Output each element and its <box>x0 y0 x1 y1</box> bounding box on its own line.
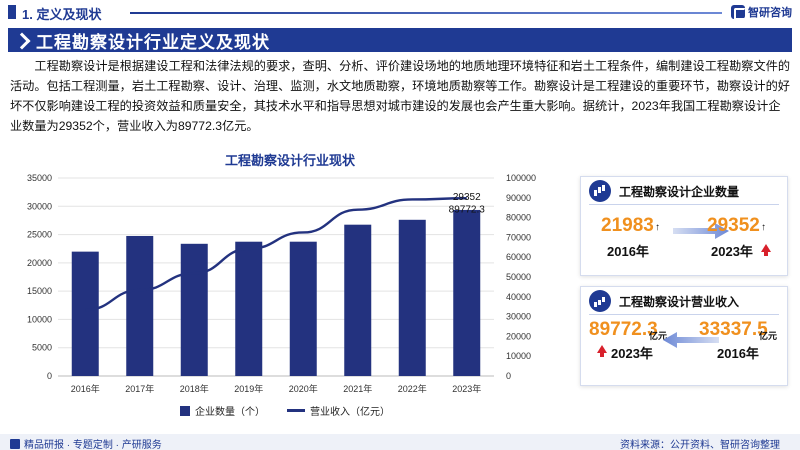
footer-left-text: 精品研报 · 专题定制 · 产研服务 <box>24 440 162 450</box>
section-title: 1. 定义及现状 <box>22 7 102 22</box>
line-data-label: 89772.3 <box>449 204 486 215</box>
section-accent <box>8 5 16 19</box>
up-arrow-icon: ↑ <box>655 222 660 233</box>
y-right-tick-label: 40000 <box>506 292 531 302</box>
revenue-earlier-year: 2016年 <box>717 346 759 361</box>
card-title: 工程勘察设计企业数量 <box>619 184 740 199</box>
y-right-tick-label: 50000 <box>506 272 531 282</box>
bar <box>453 209 481 376</box>
intro-paragraph: 工程勘察设计是根据建设工程和法律法规的要求，查明、分析、评价建设场地的地质地理环… <box>10 59 791 133</box>
card-divider <box>589 204 779 205</box>
left-arrow-icon <box>663 332 719 348</box>
logo-text: 智研咨询 <box>748 7 792 19</box>
y-right-tick-label: 30000 <box>506 312 531 322</box>
enterprise-count-card: 工程勘察设计企业数量 21983 ↑ 2016年 29352 ↑ 2023年 <box>580 176 788 276</box>
y-left-tick-label: 30000 <box>27 201 52 211</box>
revenue-earlier-unit: 亿元 <box>759 331 778 341</box>
bar <box>126 235 154 376</box>
bar-chart-icon <box>589 290 611 312</box>
report-icon <box>10 438 20 449</box>
enterprise-to-year: 2023年 <box>711 244 753 259</box>
x-tick-label: 2018年 <box>180 383 209 394</box>
top-bar: 1. 定义及现状 智研咨询 <box>0 0 800 26</box>
y-left-tick-label: 25000 <box>27 230 52 240</box>
card-header: 工程勘察设计企业数量 <box>589 179 779 203</box>
revenue-latest-unit: 亿元 <box>649 331 668 341</box>
growth-chart-icon <box>589 180 611 202</box>
footer: 精品研报 · 专题定制 · 产研服务 资料来源：公开资料、智研咨询整理 <box>0 434 800 450</box>
legend-item-line: 营业收入（亿元） <box>287 403 390 418</box>
legend-line-swatch <box>287 409 305 412</box>
y-left-tick-label: 10000 <box>27 314 52 324</box>
enterprise-from-value: 21983 <box>601 215 654 236</box>
bar-data-label: 29352 <box>453 192 481 203</box>
card-header: 工程勘察设计营业收入 <box>589 289 779 313</box>
right-arrow-icon <box>673 223 729 239</box>
y-left-tick-label: 20000 <box>27 258 52 268</box>
bar <box>344 224 372 376</box>
y-right-tick-label: 20000 <box>506 331 531 341</box>
y-left-tick-label: 15000 <box>27 286 52 296</box>
bar <box>71 251 99 376</box>
bar <box>235 241 263 376</box>
x-tick-label: 2016年 <box>71 383 100 394</box>
footer-source: 资料来源：公开资料、智研咨询整理 <box>620 440 780 450</box>
bar <box>398 219 426 376</box>
y-right-tick-label: 100000 <box>506 173 536 183</box>
bar <box>289 241 317 376</box>
card-divider <box>589 314 779 315</box>
legend-bar-label: 企业数量（个） <box>195 407 265 418</box>
page-title: 工程勘察设计行业定义及现状 <box>36 32 270 52</box>
revenue-latest-year: 2023年 <box>611 346 653 361</box>
x-tick-label: 2019年 <box>234 383 263 394</box>
legend-line-label: 营业收入（亿元） <box>310 407 390 418</box>
title-banner: 工程勘察设计行业定义及现状 <box>8 28 792 52</box>
x-tick-label: 2020年 <box>289 383 318 394</box>
red-up-arrow-icon <box>597 345 607 357</box>
y-right-tick-label: 90000 <box>506 193 531 203</box>
enterprise-to-value: 29352 <box>707 215 760 236</box>
brand-logo: 智研咨询 <box>731 4 792 20</box>
y-right-tick-label: 80000 <box>506 213 531 223</box>
y-right-tick-label: 60000 <box>506 252 531 262</box>
revenue-card: 工程勘察设计营业收入 89772.3 亿元 2023年 33337.5 亿元 2… <box>580 286 788 386</box>
chevron-right-icon <box>14 31 32 49</box>
revenue-earlier-value: 33337.5 <box>699 319 768 340</box>
y-right-tick-label: 10000 <box>506 351 531 361</box>
y-right-tick-label: 0 <box>506 371 511 381</box>
legend-item-bar: 企业数量（个） <box>180 403 265 418</box>
footer-tagline: 精品研报 · 专题定制 · 产研服务 <box>10 436 162 450</box>
x-tick-label: 2022年 <box>398 383 427 394</box>
y-left-tick-label: 5000 <box>32 343 52 353</box>
card-title: 工程勘察设计营业收入 <box>619 294 740 309</box>
revenue-latest-value: 89772.3 <box>589 319 658 340</box>
x-tick-label: 2021年 <box>343 383 372 394</box>
y-right-tick-label: 70000 <box>506 232 531 242</box>
enterprise-from-year: 2016年 <box>607 244 649 259</box>
chart-title: 工程勘察设计行业现状 <box>224 153 355 168</box>
revenue-line <box>85 197 467 312</box>
y-left-tick-label: 35000 <box>27 173 52 183</box>
red-up-arrow-icon <box>761 244 771 256</box>
up-arrow-icon: ↑ <box>761 222 766 233</box>
bar <box>180 243 208 376</box>
logo-icon <box>731 5 746 20</box>
header-rule <box>130 12 722 14</box>
y-left-tick-label: 0 <box>47 371 52 381</box>
x-tick-label: 2023年 <box>452 383 481 394</box>
x-tick-label: 2017年 <box>125 383 154 394</box>
legend-bar-swatch <box>180 405 190 416</box>
chart-legend: 企业数量（个） 营业收入（亿元） <box>180 403 390 418</box>
